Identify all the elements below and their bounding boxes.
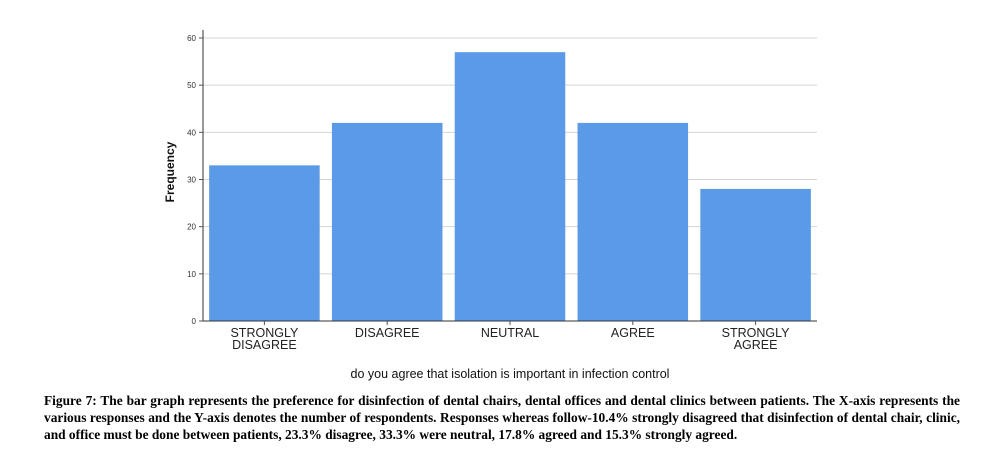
x-category-label: NEUTRAL — [481, 326, 539, 340]
y-tick-label: 30 — [187, 176, 196, 185]
x-category-label: STRONGLY AGREE — [722, 326, 790, 352]
y-tick-label: 50 — [187, 81, 196, 90]
bar — [331, 122, 443, 322]
y-tick-label: 40 — [187, 128, 196, 137]
x-axis-title: do you agree that isolation is important… — [351, 367, 670, 381]
y-tick-label: 0 — [192, 317, 197, 326]
bar — [577, 122, 689, 322]
x-category-label: AGREE — [611, 326, 655, 340]
bars — [209, 52, 811, 322]
x-category-label: STRONGLY DISAGREE — [230, 326, 298, 352]
y-tick-label: 20 — [187, 223, 196, 232]
bar — [209, 165, 320, 321]
bar — [700, 188, 811, 321]
figure-caption: Figure 7: The bar graph represents the p… — [44, 393, 960, 442]
bar — [454, 52, 566, 322]
x-category-labels: STRONGLY DISAGREE DISAGREE NEUTRAL AGREE STRO… — [230, 321, 790, 352]
y-tick-labels: 0 10 20 30 40 50 60 — [187, 34, 203, 326]
y-tick-label: 10 — [187, 270, 196, 279]
x-category-label: DISAGREE — [355, 326, 420, 340]
y-tick-label: 60 — [187, 34, 196, 43]
y-axis-title: Frequency — [163, 141, 177, 202]
bar-chart: 0 10 20 30 40 50 60 STRONGLY DISAGREE DISAGREE NE… — [163, 30, 817, 381]
